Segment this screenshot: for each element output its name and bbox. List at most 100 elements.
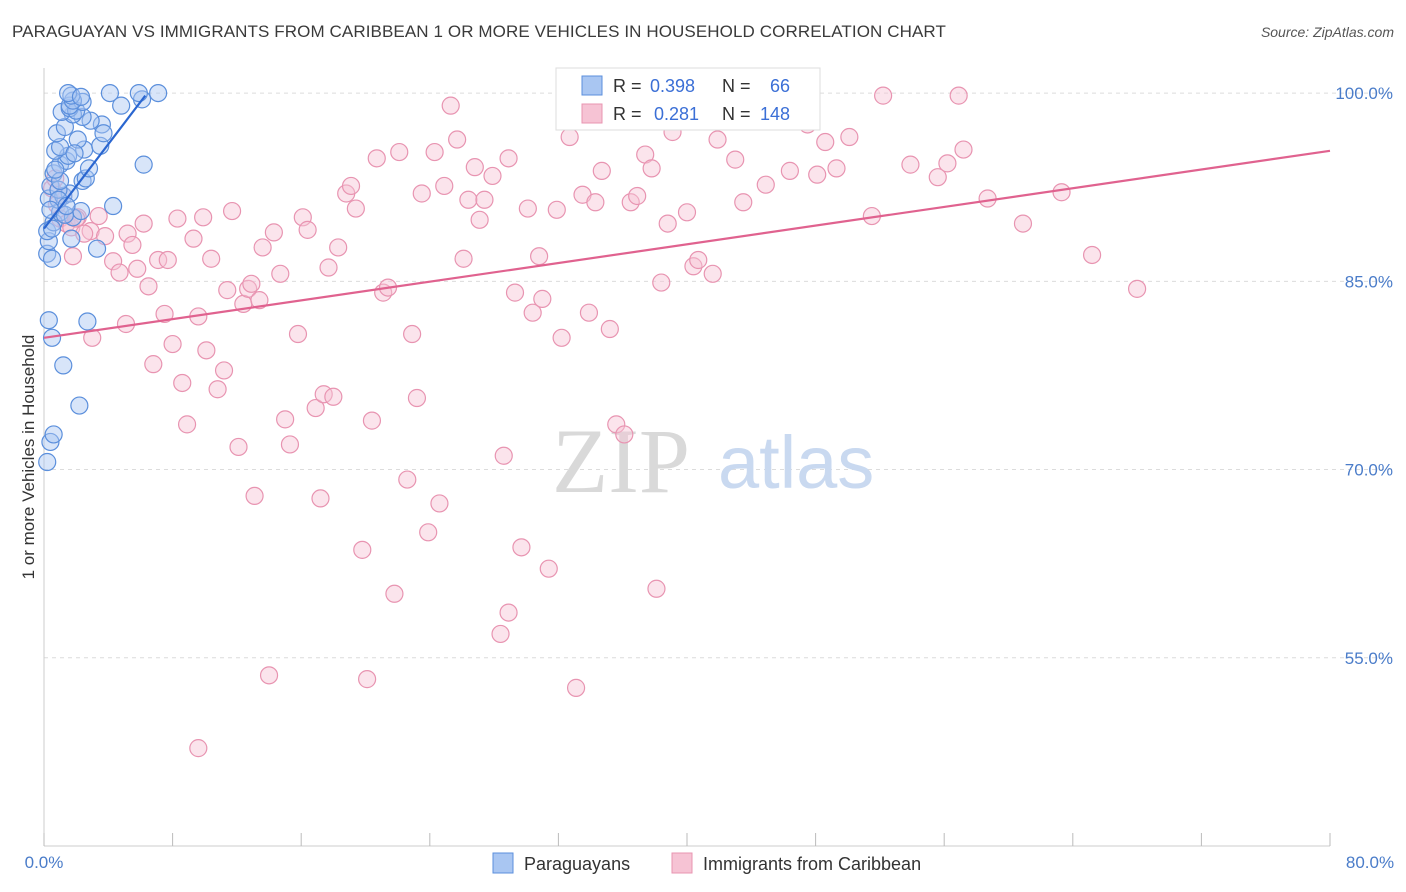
- caribbean-point: [149, 250, 168, 270]
- legend-r-label-2: R =: [613, 104, 642, 124]
- y-tick-label: 100.0%: [1335, 84, 1393, 103]
- paraguayan-point: [39, 311, 58, 330]
- caribbean-point: [756, 175, 775, 194]
- legend-r-value-1: 0.398: [650, 76, 695, 96]
- paraguayan-point: [68, 130, 87, 149]
- caribbean-point: [123, 235, 142, 255]
- caribbean-point: [253, 238, 272, 257]
- caribbean-point: [533, 289, 552, 308]
- caribbean-point: [104, 252, 123, 271]
- caribbean-point: [592, 161, 611, 180]
- caribbean-point: [560, 127, 579, 147]
- caribbean-point: [708, 130, 727, 149]
- caribbean-point: [329, 238, 348, 257]
- caribbean-point: [523, 303, 542, 322]
- caribbean-point: [398, 470, 417, 489]
- caribbean-point: [222, 201, 242, 221]
- caribbean-point: [288, 324, 308, 344]
- caribbean-point: [647, 579, 666, 598]
- caribbean-point: [928, 168, 947, 187]
- caribbean-point: [475, 190, 494, 209]
- paraguayan-point: [65, 144, 84, 163]
- caribbean-point: [874, 86, 893, 105]
- caribbean-point: [242, 274, 261, 293]
- caribbean-point: [726, 150, 745, 169]
- caribbean-point: [677, 203, 697, 222]
- caribbean-point: [189, 739, 208, 758]
- legend-swatch-caribbean: [581, 103, 603, 124]
- x-ticks: [43, 833, 1331, 846]
- paraguayan-point: [129, 83, 148, 103]
- trend-line-paraguayans: [43, 94, 147, 230]
- caribbean-point: [194, 208, 213, 227]
- paraguayan-point: [42, 328, 62, 347]
- paraguayan-point: [42, 219, 62, 238]
- caribbean-point: [319, 258, 338, 277]
- caribbean-point: [229, 437, 248, 457]
- caribbean-point: [134, 214, 153, 233]
- caribbean-point: [118, 224, 137, 243]
- caribbean-point: [518, 199, 537, 218]
- y-tick-label: 55.0%: [1345, 649, 1393, 668]
- caribbean-point: [110, 263, 129, 282]
- paraguayan-point: [62, 229, 81, 248]
- chart-title: PARAGUAYAN VS IMMIGRANTS FROM CARIBBEAN …: [12, 22, 946, 41]
- caribbean-point: [83, 328, 102, 347]
- caribbean-point: [324, 387, 343, 406]
- caribbean-point: [539, 559, 558, 578]
- paraguayan-point: [44, 425, 63, 444]
- caribbean-point: [505, 283, 525, 302]
- bottom-legend-label-caribbean: Immigrants from Caribbean: [703, 854, 921, 874]
- series-paraguayans-points: [38, 83, 168, 472]
- caribbean-point: [827, 159, 846, 178]
- paraguayan-point: [62, 86, 81, 105]
- paraguayan-point: [134, 155, 153, 174]
- caribbean-point: [245, 486, 264, 505]
- caribbean-point: [341, 176, 361, 196]
- caribbean-point: [1013, 214, 1033, 233]
- legend-n-label-1: N =: [722, 76, 751, 96]
- caribbean-point: [168, 209, 187, 228]
- caribbean-point: [280, 435, 300, 454]
- caribbean-point: [173, 373, 192, 393]
- caribbean-point: [499, 149, 518, 168]
- paraguayan-point: [94, 124, 113, 143]
- caribbean-point: [385, 584, 404, 603]
- caribbean-point: [628, 186, 647, 206]
- caribbean-point: [552, 328, 571, 347]
- paraguayan-point: [149, 83, 168, 103]
- caribbean-point: [177, 415, 197, 434]
- caribbean-point: [407, 388, 427, 408]
- caribbean-point: [652, 273, 671, 292]
- caribbean-point: [184, 229, 203, 248]
- caribbean-point: [454, 249, 473, 268]
- caribbean-point: [367, 149, 386, 168]
- paraguayan-point: [104, 196, 123, 216]
- source-credit: Source: ZipAtlas.com: [1260, 24, 1394, 40]
- bottom-legend-swatch-paraguayans: [492, 852, 514, 874]
- paraguayan-point: [38, 452, 57, 472]
- caribbean-point: [218, 281, 237, 300]
- trend-lines: [43, 94, 1331, 339]
- paraguayan-point: [71, 87, 91, 106]
- caribbean-point: [346, 199, 365, 218]
- bottom-legend-label-paraguayans: Paraguayans: [524, 854, 630, 874]
- caribbean-point: [89, 206, 108, 226]
- caribbean-point: [271, 264, 290, 283]
- caribbean-point: [949, 86, 968, 105]
- legend-n-value-1: 66: [770, 76, 790, 96]
- caribbean-point: [494, 446, 513, 465]
- caribbean-point: [197, 341, 216, 360]
- caribbean-point: [239, 279, 258, 298]
- x-tick-label-min: 0.0%: [25, 853, 64, 872]
- paraguayan-point: [42, 249, 62, 268]
- caribbean-point: [441, 96, 460, 115]
- x-tick-label-max: 80.0%: [1346, 853, 1394, 872]
- caribbean-point: [306, 398, 325, 418]
- caribbean-point: [840, 127, 859, 147]
- paraguayan-point: [50, 171, 70, 191]
- caribbean-point: [579, 303, 599, 322]
- caribbean-point: [470, 210, 489, 229]
- caribbean-point: [155, 304, 174, 324]
